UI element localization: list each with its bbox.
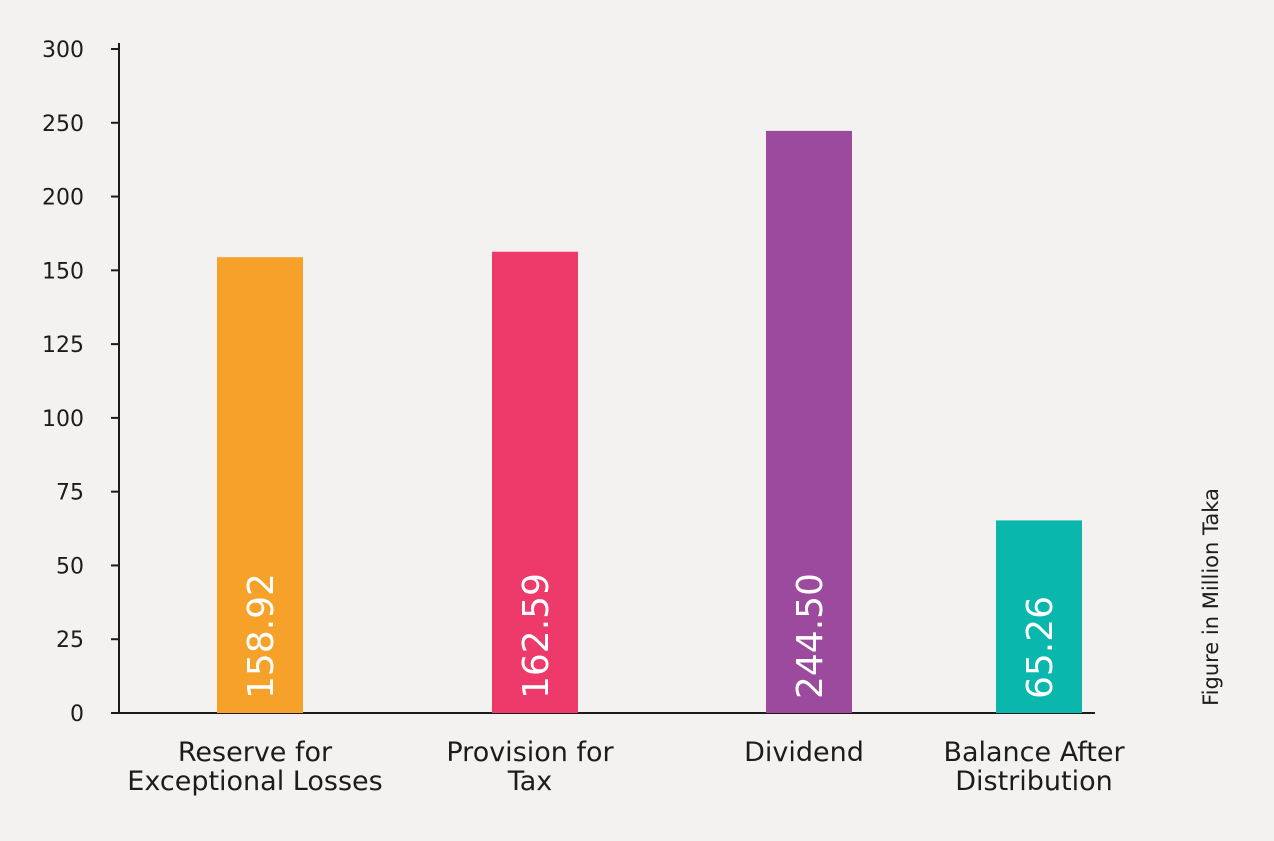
bar: [217, 257, 303, 713]
bar-value-label: 158.92: [241, 573, 282, 699]
x-category-label: Reserve for: [178, 737, 333, 768]
x-category-label: Dividend: [744, 737, 864, 768]
axis-unit-note: Figure in Million Taka: [1199, 488, 1223, 706]
y-tick-label: 150: [42, 259, 84, 284]
bar: [766, 130, 852, 714]
bar-value-label: 162.59: [516, 573, 557, 699]
x-category-label: Distribution: [955, 766, 1113, 797]
y-tick-label: 50: [56, 554, 84, 579]
y-tick-label: 75: [56, 481, 84, 506]
y-tick-label: 250: [42, 112, 84, 137]
y-tick-label: 300: [42, 38, 84, 63]
y-tick-label: 0: [70, 702, 84, 727]
y-tick-label: 200: [42, 186, 84, 211]
x-category-label: Exceptional Losses: [127, 766, 382, 797]
x-category-label: Tax: [507, 766, 553, 797]
bar: [996, 520, 1082, 713]
y-tick-label: 100: [42, 407, 84, 432]
y-tick-label: 25: [56, 628, 84, 653]
bar: [492, 251, 578, 713]
bars: [217, 130, 1082, 714]
x-category-label: Balance After: [943, 737, 1125, 768]
y-tick-label: 125: [42, 333, 84, 358]
bar-value-label: 244.50: [790, 573, 831, 699]
x-category-label: Provision for: [446, 737, 614, 768]
bar-value-label: 65.26: [1020, 596, 1061, 699]
